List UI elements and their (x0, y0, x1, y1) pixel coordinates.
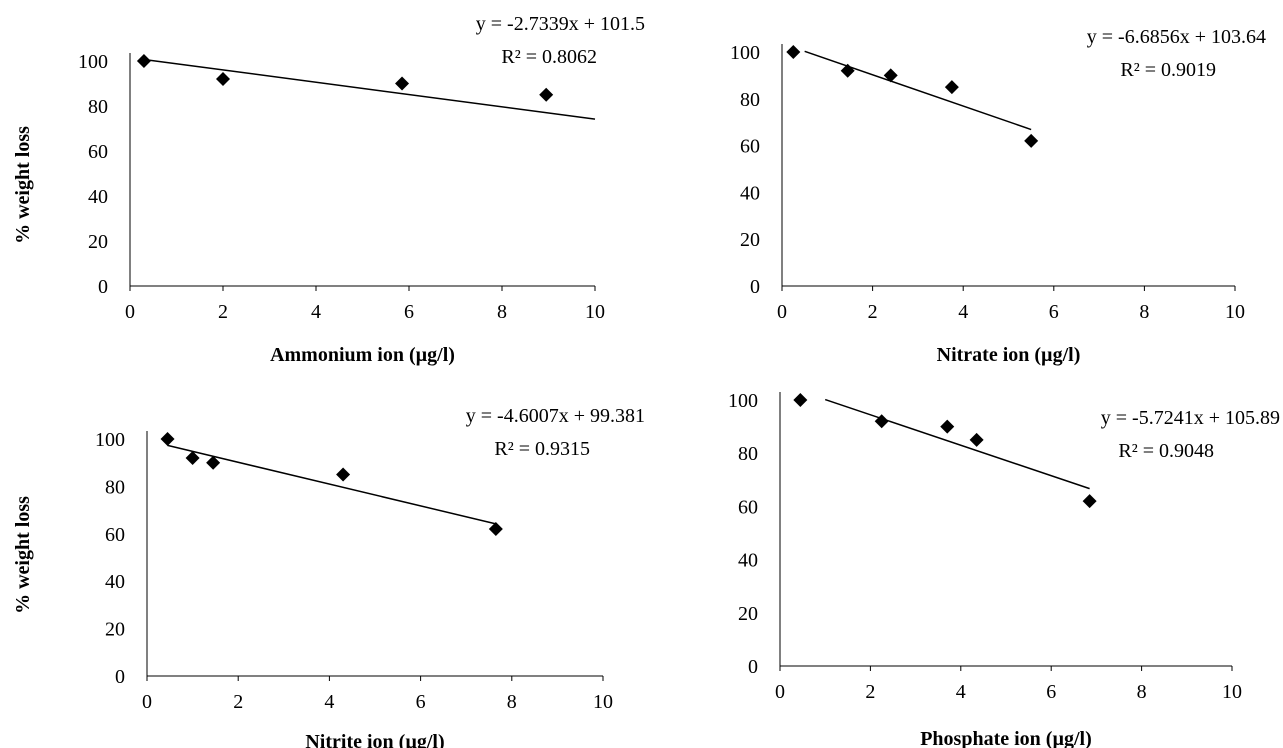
r-squared-label: R² = 0.9048 (1118, 440, 1214, 462)
y-tick-label: 100 (95, 429, 125, 451)
y-tick-label: 40 (88, 186, 108, 208)
x-axis-title: Ammonium ion (µg/l) (270, 344, 455, 366)
data-point-diamond (786, 45, 801, 59)
r-squared-label: R² = 0.8062 (501, 46, 597, 68)
x-tick-label: 8 (497, 301, 507, 323)
y-axis-title-top: % weight loss (12, 126, 34, 244)
x-axis-title: Phosphate ion (µg/l) (920, 728, 1092, 748)
y-tick-label: 20 (105, 619, 125, 641)
y-tick-label: 0 (750, 276, 760, 298)
data-point-diamond (969, 432, 984, 447)
y-tick-label: 80 (740, 89, 760, 111)
x-tick-label: 8 (1137, 681, 1147, 703)
data-point-diamond (395, 76, 410, 91)
trendline-equation: y = -4.6007x + 99.381 (466, 405, 645, 427)
data-point-diamond (840, 63, 855, 78)
y-tick-label: 80 (88, 96, 108, 118)
x-tick-label: 4 (324, 691, 334, 713)
data-point-diamond (793, 393, 808, 407)
x-axis-title: Nitrate ion (µg/l) (937, 344, 1081, 366)
data-point-diamond (336, 467, 351, 482)
r-squared-label: R² = 0.9315 (494, 438, 590, 460)
x-tick-label: 0 (775, 681, 785, 703)
x-axis-title: Nitrite ion (µg/l) (305, 731, 444, 748)
x-tick-label: 10 (1225, 301, 1245, 323)
data-point-diamond (940, 419, 955, 434)
x-tick-label: 0 (777, 301, 787, 323)
y-tick-label: 60 (740, 136, 760, 158)
y-tick-label: 100 (730, 42, 760, 64)
y-tick-label: 80 (105, 476, 125, 498)
x-tick-label: 4 (956, 681, 966, 703)
x-tick-label: 6 (1049, 301, 1059, 323)
x-tick-label: 2 (218, 301, 228, 323)
x-tick-label: 10 (585, 301, 605, 323)
y-tick-label: 40 (105, 571, 125, 593)
y-tick-label: 20 (88, 231, 108, 253)
trendline (824, 398, 1090, 490)
data-point-diamond (216, 72, 230, 86)
y-tick-label: 60 (105, 524, 125, 546)
y-tick-label: 100 (728, 390, 758, 412)
y-axis-title-bottom: % weight loss (12, 496, 34, 614)
x-tick-label: 8 (507, 691, 517, 713)
data-point-diamond (136, 54, 151, 68)
x-tick-label: 4 (958, 301, 968, 323)
y-tick-label: 60 (88, 141, 108, 163)
x-tick-label: 6 (404, 301, 414, 323)
x-tick-label: 2 (233, 691, 243, 713)
y-tick-label: 20 (740, 229, 760, 251)
data-point-diamond (944, 80, 959, 95)
y-tick-label: 20 (738, 603, 758, 625)
trendline (804, 50, 1032, 131)
trendline-equation: y = -6.6856x + 103.64 (1087, 26, 1266, 48)
x-tick-label: 8 (1139, 301, 1149, 323)
data-point-diamond (206, 455, 221, 470)
y-tick-label: 0 (115, 666, 125, 688)
data-point-diamond (1024, 133, 1039, 148)
data-point-diamond (874, 414, 889, 429)
trendline-equation: y = -2.7339x + 101.5 (476, 13, 645, 35)
x-tick-label: 4 (311, 301, 321, 323)
x-tick-label: 6 (1046, 681, 1056, 703)
x-tick-label: 6 (416, 691, 426, 713)
x-tick-label: 10 (1222, 681, 1242, 703)
data-point-diamond (488, 522, 503, 537)
trendline (167, 444, 497, 525)
trendline (143, 58, 596, 120)
data-point-diamond (160, 432, 175, 446)
y-tick-label: 60 (738, 496, 758, 518)
data-point-diamond (539, 87, 554, 102)
data-point-diamond (185, 450, 200, 465)
x-tick-label: 0 (142, 691, 152, 713)
trendline-equation: y = -5.7241x + 105.89 (1101, 407, 1280, 429)
x-tick-label: 2 (868, 301, 878, 323)
x-tick-label: 2 (865, 681, 875, 703)
y-tick-label: 0 (98, 276, 108, 298)
r-squared-label: R² = 0.9019 (1120, 59, 1216, 81)
y-tick-label: 100 (78, 51, 108, 73)
y-tick-label: 80 (738, 443, 758, 465)
data-point-diamond (883, 68, 898, 83)
data-point-diamond (1082, 494, 1097, 509)
x-tick-label: 10 (593, 691, 613, 713)
x-tick-label: 0 (125, 301, 135, 323)
y-tick-label: 40 (738, 550, 758, 572)
y-tick-label: 0 (748, 656, 758, 678)
y-tick-label: 40 (740, 182, 760, 204)
